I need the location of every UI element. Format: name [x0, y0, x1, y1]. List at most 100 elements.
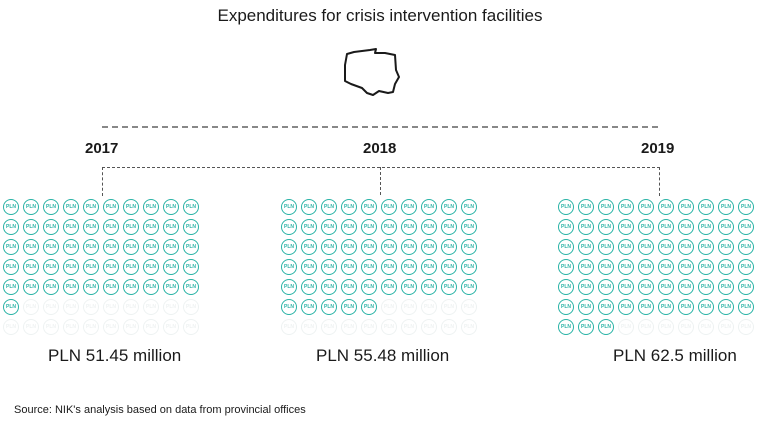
pln-coin-icon: PLN	[43, 319, 59, 335]
pln-coin-icon: PLN	[281, 239, 297, 255]
pln-coin-icon: PLN	[718, 219, 734, 235]
pln-coin-icon: PLN	[63, 239, 79, 255]
pln-coin-icon: PLN	[381, 219, 397, 235]
pln-coin-icon: PLN	[698, 279, 714, 295]
year-bracket	[102, 167, 660, 196]
pln-coin-icon: PLN	[123, 299, 139, 315]
pln-coin-icon: PLN	[598, 279, 614, 295]
pln-coin-icon: PLN	[598, 239, 614, 255]
pln-coin-icon: PLN	[461, 279, 477, 295]
pln-coin-icon: PLN	[578, 319, 594, 335]
pln-coin-icon: PLN	[718, 239, 734, 255]
pln-coin-icon: PLN	[361, 279, 377, 295]
pln-coin-icon: PLN	[301, 259, 317, 275]
pln-coin-icon: PLN	[738, 319, 754, 335]
pln-coin-icon: PLN	[3, 239, 19, 255]
pln-coin-icon: PLN	[698, 299, 714, 315]
pln-coin-icon: PLN	[698, 239, 714, 255]
pln-coin-icon: PLN	[658, 219, 674, 235]
pln-coin-icon: PLN	[341, 319, 357, 335]
pln-coin-icon: PLN	[361, 259, 377, 275]
pln-coin-icon: PLN	[183, 279, 199, 295]
pln-coin-icon: PLN	[341, 239, 357, 255]
pln-coin-icon: PLN	[103, 219, 119, 235]
pln-coin-icon: PLN	[421, 279, 437, 295]
pln-coin-icon: PLN	[558, 219, 574, 235]
pln-coin-icon: PLN	[321, 259, 337, 275]
pln-coin-icon: PLN	[598, 299, 614, 315]
pln-coin-icon: PLN	[143, 319, 159, 335]
pln-coin-icon: PLN	[83, 219, 99, 235]
pln-coin-icon: PLN	[381, 279, 397, 295]
pln-coin-icon: PLN	[103, 299, 119, 315]
pln-coin-icon: PLN	[23, 239, 39, 255]
pln-coin-icon: PLN	[421, 239, 437, 255]
pln-coin-icon: PLN	[638, 259, 654, 275]
pln-coin-icon: PLN	[618, 239, 634, 255]
pln-coin-icon: PLN	[63, 199, 79, 215]
pln-coin-icon: PLN	[83, 259, 99, 275]
pln-coin-icon: PLN	[441, 319, 457, 335]
pln-coin-icon: PLN	[361, 319, 377, 335]
pln-coin-icon: PLN	[23, 199, 39, 215]
pln-coin-icon: PLN	[23, 299, 39, 315]
pln-coin-icon: PLN	[381, 299, 397, 315]
pln-coin-icon: PLN	[421, 219, 437, 235]
pln-coin-icon: PLN	[83, 239, 99, 255]
pln-coin-icon: PLN	[143, 199, 159, 215]
poland-outline-icon	[344, 48, 400, 96]
pln-coin-icon: PLN	[618, 219, 634, 235]
pln-coin-icon: PLN	[143, 239, 159, 255]
pln-coin-icon: PLN	[23, 279, 39, 295]
pln-coin-icon: PLN	[441, 259, 457, 275]
pln-coin-icon: PLN	[83, 199, 99, 215]
pln-coin-icon: PLN	[678, 219, 694, 235]
pln-coin-icon: PLN	[281, 279, 297, 295]
pln-coin-icon: PLN	[738, 279, 754, 295]
pln-coin-icon: PLN	[281, 219, 297, 235]
pln-coin-icon: PLN	[3, 279, 19, 295]
pln-coin-icon: PLN	[558, 259, 574, 275]
pln-coin-icon: PLN	[578, 199, 594, 215]
pln-coin-icon: PLN	[183, 319, 199, 335]
pln-coin-icon: PLN	[281, 199, 297, 215]
pln-coin-icon: PLN	[163, 279, 179, 295]
pln-coin-icon: PLN	[123, 259, 139, 275]
pln-coin-icon: PLN	[461, 259, 477, 275]
pln-coin-icon: PLN	[461, 299, 477, 315]
pln-coin-icon: PLN	[163, 199, 179, 215]
pln-coin-icon: PLN	[578, 259, 594, 275]
pln-coin-icon: PLN	[421, 259, 437, 275]
pln-coin-icon: PLN	[381, 199, 397, 215]
pln-coin-icon: PLN	[638, 279, 654, 295]
pln-coin-icon: PLN	[163, 259, 179, 275]
pln-coin-icon: PLN	[321, 279, 337, 295]
pln-coin-icon: PLN	[3, 199, 19, 215]
year-2017: 2017	[85, 140, 119, 157]
pln-coin-icon: PLN	[718, 259, 734, 275]
pln-coin-icon: PLN	[123, 239, 139, 255]
pln-coin-icon: PLN	[103, 279, 119, 295]
pln-coin-icon: PLN	[558, 199, 574, 215]
pln-coin-icon: PLN	[83, 279, 99, 295]
pln-coin-icon: PLN	[301, 199, 317, 215]
pln-coin-icon: PLN	[618, 199, 634, 215]
pln-coin-icon: PLN	[658, 239, 674, 255]
pln-coin-icon: PLN	[618, 259, 634, 275]
pln-coin-icon: PLN	[321, 319, 337, 335]
pln-coin-icon: PLN	[421, 319, 437, 335]
pln-coin-icon: PLN	[321, 239, 337, 255]
pln-coin-icon: PLN	[718, 299, 734, 315]
pln-coin-icon: PLN	[698, 219, 714, 235]
pln-coin-icon: PLN	[421, 299, 437, 315]
pln-coin-icon: PLN	[103, 259, 119, 275]
pln-coin-icon: PLN	[698, 259, 714, 275]
pln-coin-icon: PLN	[381, 239, 397, 255]
pln-coin-icon: PLN	[578, 279, 594, 295]
pln-coin-icon: PLN	[63, 279, 79, 295]
pln-coin-icon: PLN	[618, 319, 634, 335]
pln-coin-icon: PLN	[123, 219, 139, 235]
pln-coin-icon: PLN	[163, 219, 179, 235]
pln-coin-icon: PLN	[163, 319, 179, 335]
pln-coin-icon: PLN	[441, 239, 457, 255]
